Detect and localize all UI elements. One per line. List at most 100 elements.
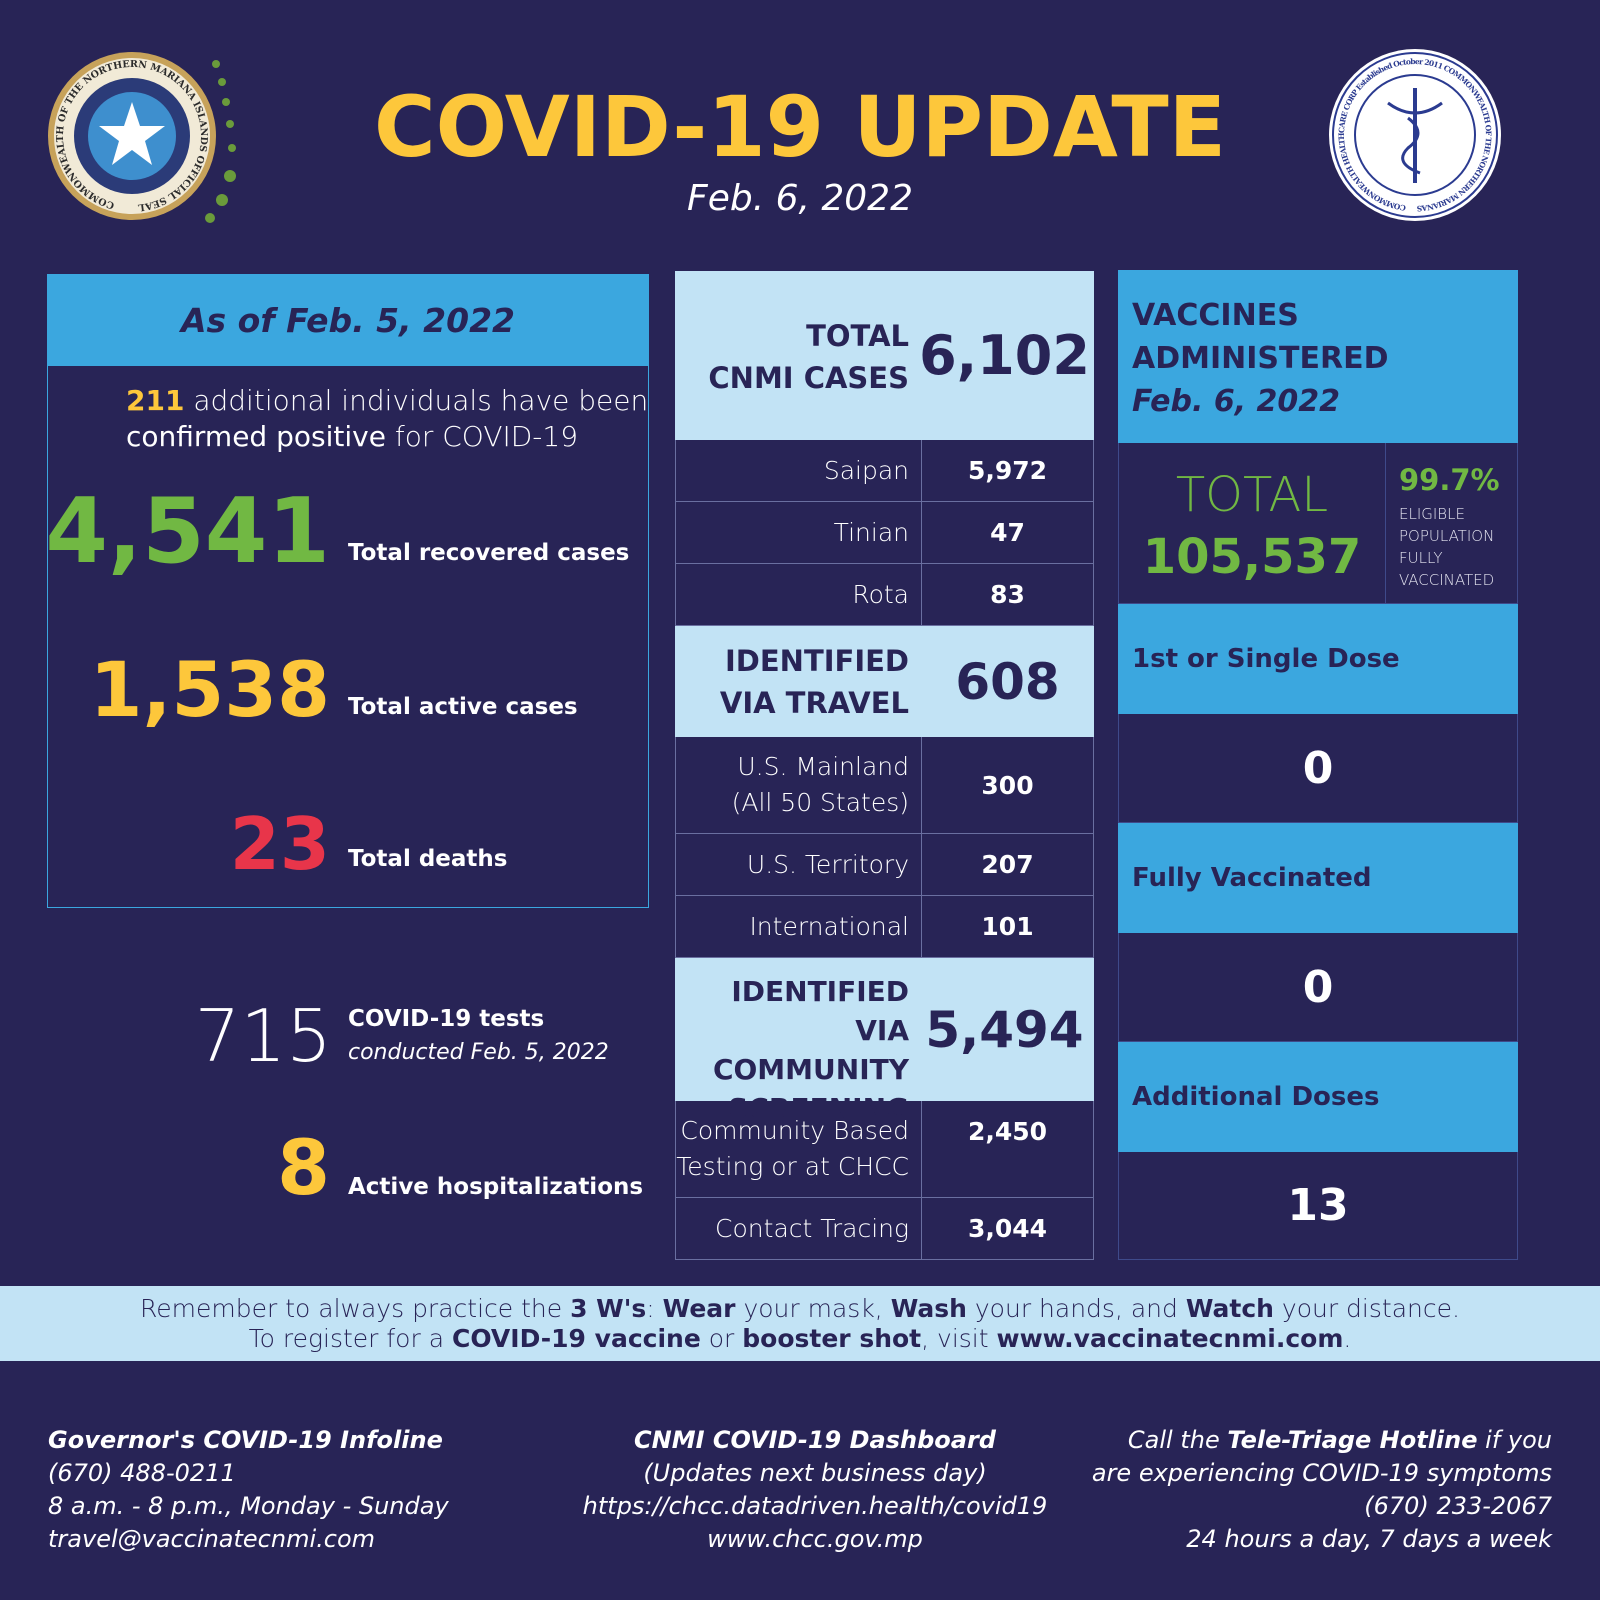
row-value: 101 xyxy=(981,912,1034,941)
label-line: POPULATION xyxy=(1399,527,1495,545)
t: COVID-19 vaccine xyxy=(451,1324,701,1353)
t: To register for a xyxy=(248,1324,452,1353)
row-value: 207 xyxy=(981,850,1034,879)
table-row: U.S. Territory 207 xyxy=(675,834,1094,896)
infoline-phone[interactable]: (670) 488-0211 xyxy=(48,1459,236,1487)
vaccines-pct: 99.7% xyxy=(1399,463,1500,497)
row-label: Tinian xyxy=(676,502,922,563)
row-value: 300 xyxy=(981,770,1034,800)
chcc-site[interactable]: www.chcc.gov.mp xyxy=(707,1525,923,1553)
cnmi-seal-logo: COMMONWEALTH OF THE NORTHERN MARIANA ISL… xyxy=(48,52,236,223)
label-line: VACCINATED xyxy=(1399,571,1495,589)
label-line: IDENTIFIED VIA xyxy=(731,975,909,1047)
hotline-name: Tele-Triage Hotline xyxy=(1227,1426,1478,1454)
table-row: Contact Tracing 3,044 xyxy=(675,1198,1094,1260)
cases-table: TOTAL CNMI CASES 6,102 Saipan 5,972 Tinian… xyxy=(675,271,1094,1261)
row-label: Contact Tracing xyxy=(676,1198,922,1259)
vaccines-date: Feb. 6, 2022 xyxy=(1132,384,1341,419)
total-cases-value: 6,102 xyxy=(919,324,1090,387)
row-label: Rota xyxy=(676,564,922,625)
active-label: Total active cases xyxy=(348,694,578,720)
label-line: SCREENING xyxy=(728,1092,909,1125)
deaths-label: Total deaths xyxy=(348,846,508,872)
new-cases-count: 211 xyxy=(126,384,185,417)
hospitalizations-count: 8 xyxy=(277,1123,330,1212)
footer-hotline: Call the Tele-Triage Hotline if you are … xyxy=(1092,1424,1552,1556)
vaccines-pct-label: ELIGIBLE POPULATION FULLY VACCINATED xyxy=(1399,503,1494,591)
reminder-banner: Remember to always practice the 3 W's: W… xyxy=(0,1286,1600,1361)
reminder-line-1: Remember to always practice the 3 W's: W… xyxy=(0,1294,1600,1324)
label-line: Community Based xyxy=(680,1116,909,1145)
infoline-hours: 8 a.m. - 8 p.m., Monday - Sunday xyxy=(48,1492,449,1520)
label-line: VIA TRAVEL xyxy=(719,686,909,720)
hospitalizations-label: Active hospitalizations xyxy=(348,1174,644,1200)
infoline-email[interactable]: travel@vaccinatecnmi.com xyxy=(48,1525,376,1553)
new-cases-text-1: additional individuals have been xyxy=(184,384,649,417)
label-line: COMMUNITY xyxy=(712,1053,909,1086)
additional-doses-value: 13 xyxy=(1118,1152,1518,1260)
hotline-phone[interactable]: (670) 233-2067 xyxy=(1364,1492,1552,1520)
dashboard-url[interactable]: https://chcc.datadriven.health/covid19 xyxy=(582,1492,1048,1520)
tests-sub-text: conducted xyxy=(348,1040,471,1065)
label-line: (All 50 States) xyxy=(731,788,909,817)
community-label: IDENTIFIED VIA COMMUNITY SCREENING xyxy=(675,972,909,1125)
infoline-title: Governor's COVID-19 Infoline xyxy=(48,1426,443,1454)
fully-vaccinated-label: Fully Vaccinated xyxy=(1118,823,1518,933)
vaccines-header: VACCINES ADMINISTERED Feb. 6, 2022 xyxy=(1118,270,1518,443)
vaccines-title: VACCINES xyxy=(1132,298,1299,333)
hotline-hours: 24 hours a day, 7 days a week xyxy=(1186,1525,1552,1553)
t: , visit xyxy=(921,1324,997,1353)
vaccines-total: 105,537 xyxy=(1142,529,1362,585)
chcc-logo: COMMONWEALTH HEALTHCARE CORP Established… xyxy=(1329,49,1501,221)
table-row: U.S. Mainland (All 50 States) 300 xyxy=(675,737,1094,834)
dashboard-title: CNMI COVID-19 Dashboard xyxy=(634,1426,996,1454)
row-value: 3,044 xyxy=(967,1214,1048,1243)
table-row: Saipan 5,972 xyxy=(675,440,1094,502)
tests-label: COVID-19 tests xyxy=(348,1006,545,1032)
row-value: 47 xyxy=(990,518,1025,547)
label-line: FULLY xyxy=(1399,549,1443,567)
t: or xyxy=(700,1324,743,1353)
t: : xyxy=(646,1294,663,1323)
row-value: 5,972 xyxy=(967,456,1048,485)
update-date: Feb. 6, 2022 xyxy=(686,178,913,219)
row-label: Community Based Testing or at CHCC xyxy=(676,1101,922,1197)
vaccines-total-row: TOTAL 105,537 99.7% ELIGIBLE POPULATION FU… xyxy=(1118,443,1518,604)
dashboard-note: (Updates next business day) xyxy=(643,1459,987,1487)
summary-panel: As of Feb. 5, 2022 xyxy=(47,274,649,908)
label-line: IDENTIFIED xyxy=(725,644,909,678)
table-row: Rota 83 xyxy=(675,564,1094,626)
table-row: International 101 xyxy=(675,896,1094,958)
fully-vaccinated-value: 0 xyxy=(1118,933,1518,1042)
active-count: 1,538 xyxy=(89,645,330,734)
travel-label: IDENTIFIED VIA TRAVEL xyxy=(720,640,909,737)
t: if you xyxy=(1477,1426,1552,1454)
vaccines-panel: VACCINES ADMINISTERED Feb. 6, 2022 TOTAL 1… xyxy=(1118,270,1518,1260)
t: 3 W's xyxy=(570,1294,647,1323)
travel-header: IDENTIFIED VIA TRAVEL 608 xyxy=(675,626,1094,737)
t: your distance. xyxy=(1273,1294,1460,1323)
vaccines-total-label: TOTAL xyxy=(1175,467,1329,523)
table-row: Tinian 47 xyxy=(675,502,1094,564)
t: Wash xyxy=(890,1294,967,1323)
reminder-line-2: To register for a COVID-19 vaccine or bo… xyxy=(0,1324,1600,1354)
row-label: Saipan xyxy=(676,440,922,501)
label-line: Testing or at CHCC xyxy=(676,1152,909,1181)
first-dose-value: 0 xyxy=(1118,714,1518,823)
label-line: ELIGIBLE xyxy=(1399,505,1465,523)
t: . xyxy=(1343,1324,1352,1353)
t: your mask, xyxy=(735,1294,891,1323)
row-label: U.S. Mainland (All 50 States) xyxy=(676,737,922,833)
new-cases-text: 211 additional individuals have been con… xyxy=(126,383,648,455)
community-header: IDENTIFIED VIA COMMUNITY SCREENING 5,494 xyxy=(675,958,1094,1125)
recovered-label: Total recovered cases xyxy=(348,540,630,566)
divider xyxy=(1385,443,1386,603)
row-label: U.S. Territory xyxy=(676,834,922,895)
vaccines-title: ADMINISTERED xyxy=(1132,341,1389,376)
label-line: U.S. Mainland xyxy=(737,752,909,781)
t: are experiencing COVID-19 symptoms xyxy=(1091,1459,1552,1487)
additional-doses-label: Additional Doses xyxy=(1118,1042,1518,1152)
vaccine-link[interactable]: www.vaccinatecnmi.com xyxy=(996,1324,1344,1353)
t: Call the xyxy=(1127,1426,1228,1454)
community-value: 5,494 xyxy=(925,1000,1084,1059)
